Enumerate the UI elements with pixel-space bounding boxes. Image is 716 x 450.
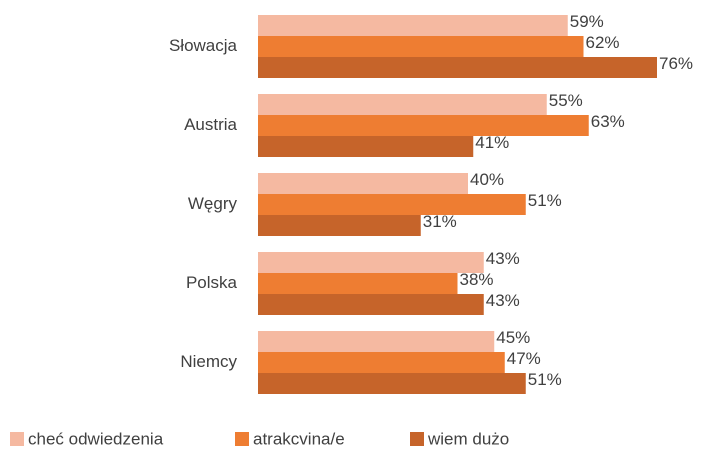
value-label: 55%	[549, 91, 583, 110]
value-label: 41%	[475, 133, 509, 152]
bar	[258, 215, 421, 236]
bar	[258, 273, 458, 294]
bar	[258, 36, 584, 57]
category-label: Słowacja	[169, 36, 238, 55]
value-label: 31%	[423, 212, 457, 231]
value-label: 38%	[460, 270, 494, 289]
bar	[258, 115, 589, 136]
value-label: 51%	[528, 191, 562, 210]
legend-swatch	[410, 432, 424, 446]
category-label: Austria	[184, 115, 237, 134]
bar	[258, 57, 657, 78]
bar	[258, 194, 526, 215]
value-label: 45%	[496, 328, 530, 347]
value-label: 47%	[507, 349, 541, 368]
value-label: 62%	[586, 33, 620, 52]
value-label: 43%	[486, 291, 520, 310]
bar	[258, 173, 468, 194]
bar	[258, 252, 484, 273]
value-label: 59%	[570, 12, 604, 31]
bar	[258, 331, 495, 352]
bar	[258, 352, 505, 373]
legend-swatch	[10, 432, 24, 446]
bar	[258, 294, 484, 315]
value-label: 63%	[591, 112, 625, 131]
bar	[258, 15, 568, 36]
bar	[258, 373, 526, 394]
value-label: 40%	[470, 170, 504, 189]
value-label: 51%	[528, 370, 562, 389]
bar	[258, 136, 474, 157]
legend-swatch	[235, 432, 249, 446]
legend-label: cheć odwiedzenia	[28, 429, 164, 448]
value-label: 76%	[659, 54, 693, 73]
legend-label: wiem dużo	[427, 429, 509, 448]
category-label: Niemcy	[180, 352, 237, 371]
value-label: 43%	[486, 249, 520, 268]
legend-label: atrakcvina/e	[253, 429, 345, 448]
category-label: Polska	[186, 273, 238, 292]
bar	[258, 94, 547, 115]
category-label: Węgry	[188, 194, 238, 213]
